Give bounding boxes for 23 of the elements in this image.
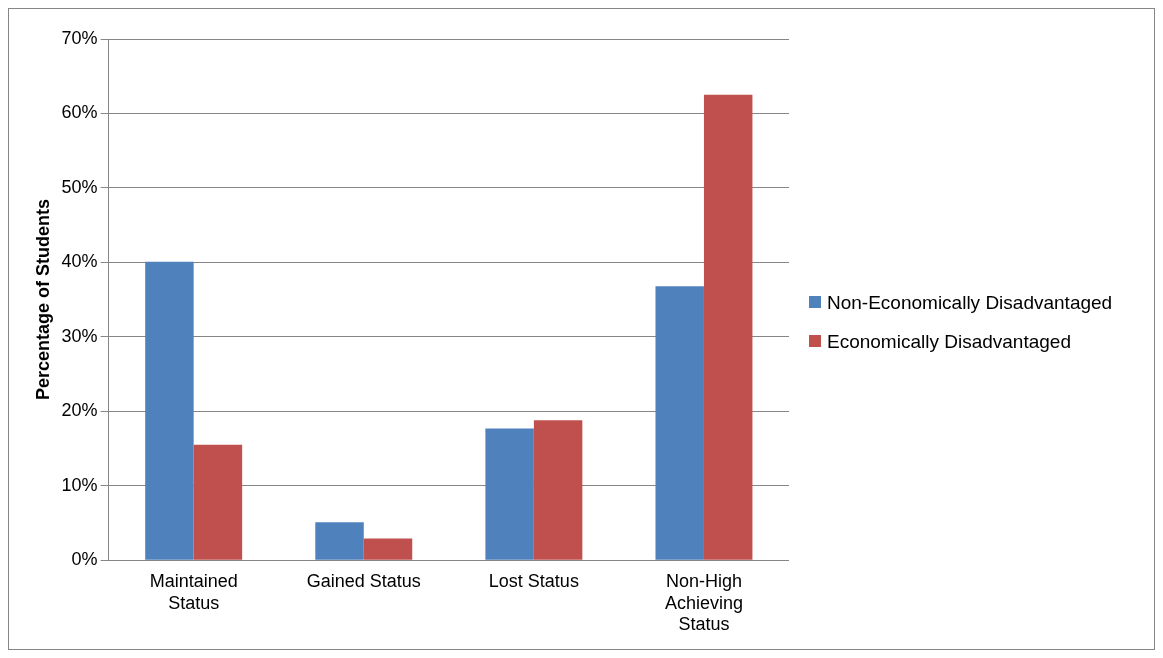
bar xyxy=(485,428,534,560)
y-tick-label: 40% xyxy=(61,251,98,272)
legend-label: Non-Economically Disadvantaged xyxy=(827,291,1113,315)
bar xyxy=(315,522,364,560)
y-tick-label: 0% xyxy=(71,549,98,570)
bar xyxy=(533,420,583,560)
legend-label: Economically Disadvantaged xyxy=(827,330,1071,354)
y-tick-label: 60% xyxy=(61,102,98,123)
bar xyxy=(145,261,194,560)
x-tick-label: Lost Status xyxy=(488,570,579,591)
y-tick-label: 30% xyxy=(61,325,98,346)
x-tick-label: Non-High Achieving Status xyxy=(664,570,743,635)
x-tick-label: Maintained Status xyxy=(149,570,238,613)
y-axis-title: Percentage of Students xyxy=(32,199,53,401)
bar xyxy=(193,444,243,560)
y-tick-label: 50% xyxy=(61,176,98,197)
bar xyxy=(703,94,753,560)
bar xyxy=(655,286,704,560)
x-tick-label: Gained Status xyxy=(306,570,421,591)
bar xyxy=(363,538,413,560)
y-tick-label: 70% xyxy=(61,27,98,48)
y-tick-label: 20% xyxy=(61,400,98,421)
y-tick-label: 10% xyxy=(61,474,98,495)
